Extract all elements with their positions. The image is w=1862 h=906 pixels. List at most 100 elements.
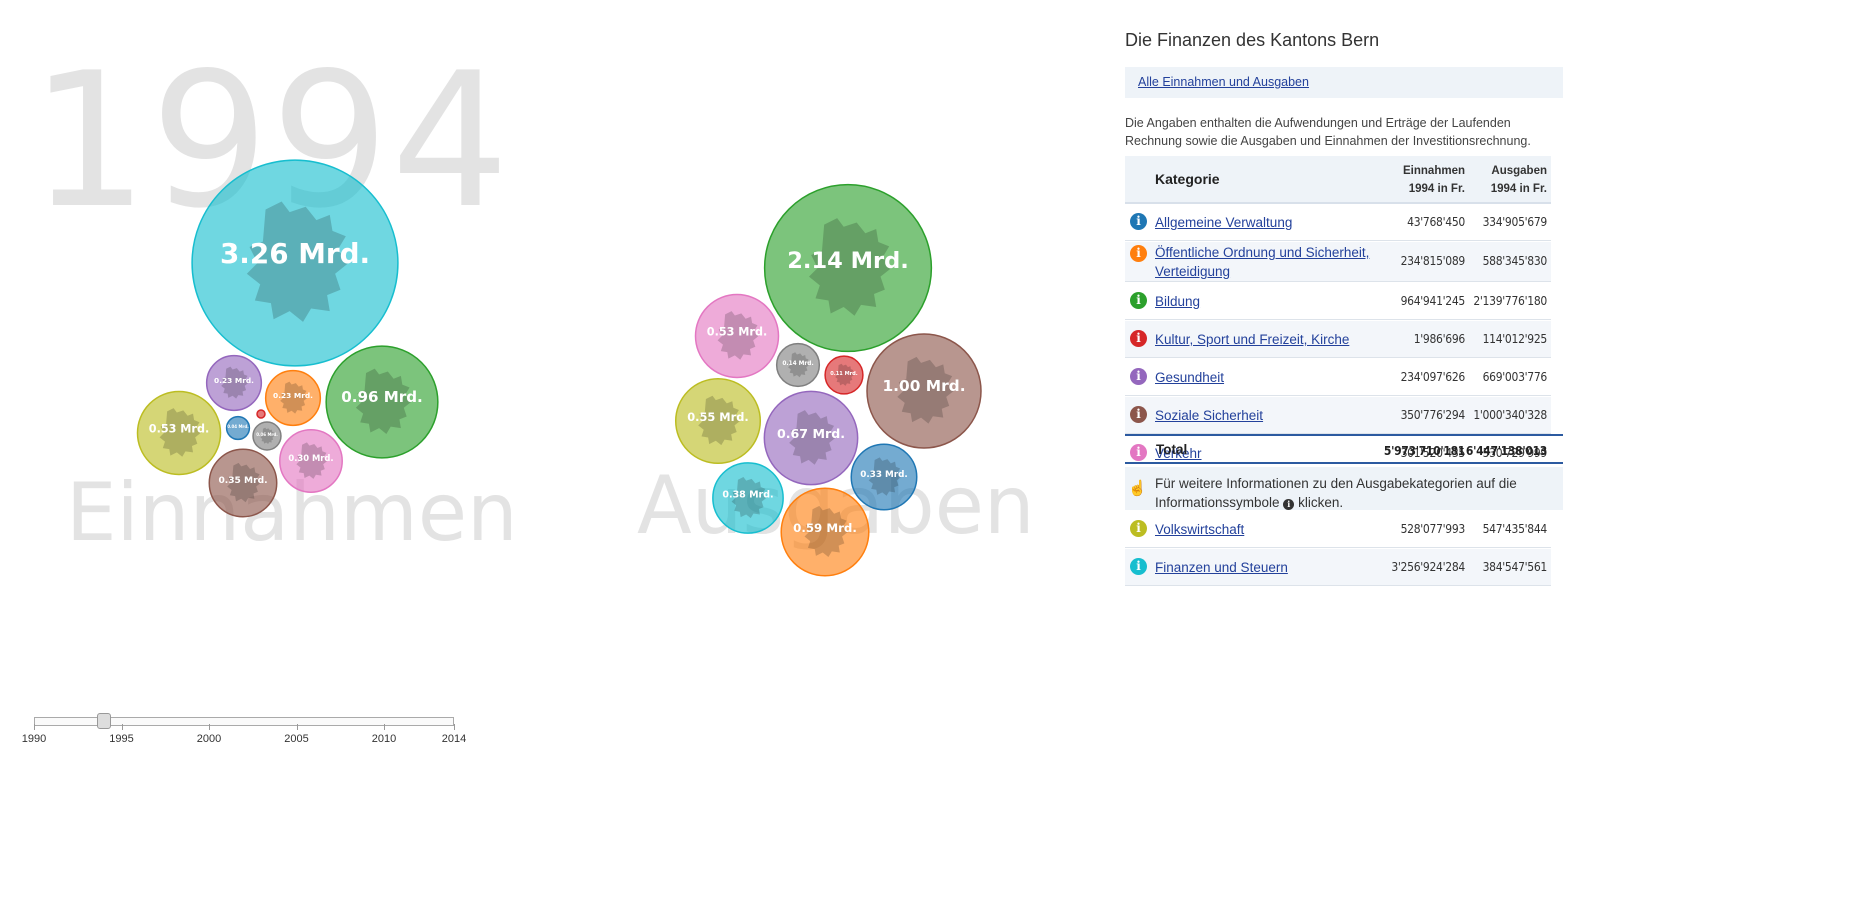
bubble[interactable]: 0.67 Mrd. [763, 390, 859, 486]
bubble[interactable]: 0.53 Mrd. [694, 293, 780, 379]
slider-tick [296, 724, 298, 730]
slider-tick-label: 2005 [284, 733, 309, 745]
ausgaben-value: 114'012'925 [1482, 332, 1548, 346]
category-link[interactable]: Soziale Sicherheit [1155, 408, 1264, 423]
info-icon[interactable]: i [1130, 245, 1147, 262]
bubble-label: 0.38 Mrd. [722, 490, 773, 501]
category-link[interactable]: Volkswirtschaft [1155, 522, 1245, 537]
total-einnahmen: 5'973'710'181 [1383, 444, 1465, 458]
einnahmen-value: 43'768'450 [1407, 215, 1465, 229]
bubble-label: 0.96 Mrd. [341, 388, 423, 406]
info-icon: i [1283, 499, 1295, 510]
bubble-label: 2.14 Mrd. [787, 248, 909, 274]
bubble-label: 0.14 Mrd. [782, 361, 813, 367]
bubble[interactable]: 0.55 Mrd. [674, 377, 762, 465]
header-einnahmen: Einnahmen 1994 in Fr. [1403, 162, 1465, 198]
bubble[interactable]: 2.14 Mrd. [763, 183, 933, 353]
footer-text-part1: Für weitere Informationen zu den Ausgabe… [1155, 476, 1517, 510]
category-link[interactable]: Kultur, Sport und Freizeit, Kirche [1155, 332, 1350, 347]
table-row: i Allgemeine Verwaltung 43'768'450 334'905'… [1125, 204, 1551, 241]
total-label: Total [1156, 442, 1188, 457]
slider-handle[interactable] [97, 713, 111, 729]
bubble[interactable]: 0.23 Mrd. [264, 369, 322, 427]
slider-tick-label: 2010 [371, 733, 397, 745]
info-icon[interactable]: i [1130, 558, 1147, 575]
bubble-label: 0.55 Mrd. [687, 410, 749, 424]
category-link[interactable]: Bildung [1155, 294, 1201, 309]
einnahmen-chart: 3.26 Mrd. 0.96 Mrd. 0.53 Mrd. 0.35 Mrd. 0.30… [136, 159, 439, 518]
bubble[interactable]: 3.26 Mrd. [191, 159, 399, 367]
bubble-label: 0.11 Mrd. [830, 371, 858, 377]
category-link[interactable]: Verkehr [1155, 446, 1202, 461]
slider-tick [454, 724, 455, 730]
pointing-hand-icon: ☝ [1128, 480, 1147, 497]
bubble[interactable]: 0.06 Mrd. [252, 421, 282, 451]
total-ausgaben: 6'447'138'013 [1465, 444, 1547, 458]
all-link-box: Alle Einnahmen und Ausgaben [1125, 67, 1563, 98]
bubble[interactable]: 0.53 Mrd. [136, 390, 222, 476]
bubble-circle[interactable] [225, 415, 251, 441]
einnahmen-value: 234'815'089 [1400, 254, 1466, 268]
info-icon[interactable]: i [1130, 292, 1147, 309]
einnahmen-value: 964'941'245 [1400, 294, 1466, 308]
einnahmen-value: 301'520'435 [1400, 446, 1466, 460]
bubble[interactable] [256, 409, 266, 419]
table-header: Kategorie Einnahmen 1994 in Fr. Ausgaben… [1125, 156, 1551, 204]
info-icon[interactable]: i [1130, 520, 1147, 537]
bubble-label: 0.23 Mrd. [214, 376, 254, 385]
bubble-label: 0.35 Mrd. [218, 476, 267, 486]
ausgaben-value: 384'547'561 [1482, 560, 1548, 574]
slider-track[interactable] [34, 717, 454, 726]
header-ausgaben-unit: 1994 in Fr. [1490, 183, 1547, 195]
footer-text: Für weitere Informationen zu den Ausgabe… [1155, 474, 1555, 512]
category-link[interactable]: Gesundheit [1155, 370, 1225, 385]
bubble[interactable]: 0.33 Mrd. [850, 443, 918, 511]
table-row: i Bildung 964'941'245 2'139'776'180 [1125, 283, 1551, 320]
category-link[interactable]: Allgemeine Verwaltung [1155, 215, 1293, 230]
info-icon[interactable]: i [1130, 444, 1147, 461]
bubble-label: 0.67 Mrd. [777, 426, 845, 441]
bubble[interactable]: 0.35 Mrd. [208, 448, 278, 518]
ausgaben-value: 2'139'776'180 [1473, 294, 1547, 308]
einnahmen-value: 234'097'626 [1400, 370, 1466, 384]
bubble[interactable]: 0.59 Mrd. [780, 487, 870, 577]
bubble[interactable]: 0.30 Mrd. [279, 429, 343, 493]
info-icon[interactable]: i [1130, 368, 1147, 385]
bubble-label: 0.53 Mrd. [149, 423, 209, 436]
info-icon[interactable]: i [1130, 406, 1147, 423]
category-link[interactable]: Öffentliche Ordnung und Sicherheit, Vert… [1155, 245, 1370, 279]
bubble-label: 0.06 Mrd. [256, 432, 278, 437]
bubble-label: 3.26 Mrd. [220, 237, 370, 270]
ausgaben-value: 1'000'340'328 [1473, 408, 1547, 422]
category-link[interactable]: Finanzen und Steuern [1155, 560, 1288, 575]
einnahmen-value: 350'776'294 [1400, 408, 1466, 422]
bubble[interactable]: 0.11 Mrd. [824, 355, 864, 395]
bubble[interactable]: 1.00 Mrd. [866, 333, 982, 449]
bubble-charts: 3.26 Mrd. 0.96 Mrd. 0.53 Mrd. 0.35 Mrd. 0.30… [136, 159, 982, 577]
bubble[interactable]: 0.38 Mrd. [712, 462, 784, 534]
panel-description: Die Angaben enthalten die Aufwendungen u… [1125, 116, 1531, 148]
ausgaben-value: 334'905'679 [1482, 215, 1548, 229]
slider-tick-label: 2000 [196, 733, 222, 745]
bubble-circle[interactable] [256, 409, 266, 419]
header-ausgaben: Ausgaben 1994 in Fr. [1491, 162, 1547, 198]
info-icon[interactable]: i [1130, 330, 1147, 347]
einnahmen-value: 1'986'696 [1413, 332, 1466, 346]
table-row: i Gesundheit 234'097'626 669'003'776 [1125, 359, 1551, 396]
table-row: i Öffentliche Ordnung und Sicherheit, Ver… [1125, 242, 1551, 282]
ausgaben-value: 588'345'830 [1482, 254, 1548, 268]
bubble-label: 0.53 Mrd. [707, 326, 767, 339]
bubble[interactable]: 0.96 Mrd. [325, 345, 439, 459]
bubble[interactable]: 0.14 Mrd. [775, 342, 821, 388]
bubble[interactable]: 0.23 Mrd. [205, 354, 263, 412]
ausgaben-value: 669'003'776 [1482, 370, 1548, 384]
bubble-label: 1.00 Mrd. [882, 377, 965, 395]
bubble[interactable]: 0.04 Mrd. [225, 415, 251, 441]
footer-text-part2: klicken. [1298, 495, 1344, 510]
bubble-label: 0.33 Mrd. [860, 470, 908, 480]
slider-tick-label: 1995 [109, 733, 134, 745]
info-icon[interactable]: i [1130, 213, 1147, 230]
bubble-label: 0.23 Mrd. [273, 391, 313, 400]
all-income-expenses-link[interactable]: Alle Einnahmen und Ausgaben [1138, 75, 1309, 89]
bubble-label: 0.59 Mrd. [793, 521, 857, 535]
